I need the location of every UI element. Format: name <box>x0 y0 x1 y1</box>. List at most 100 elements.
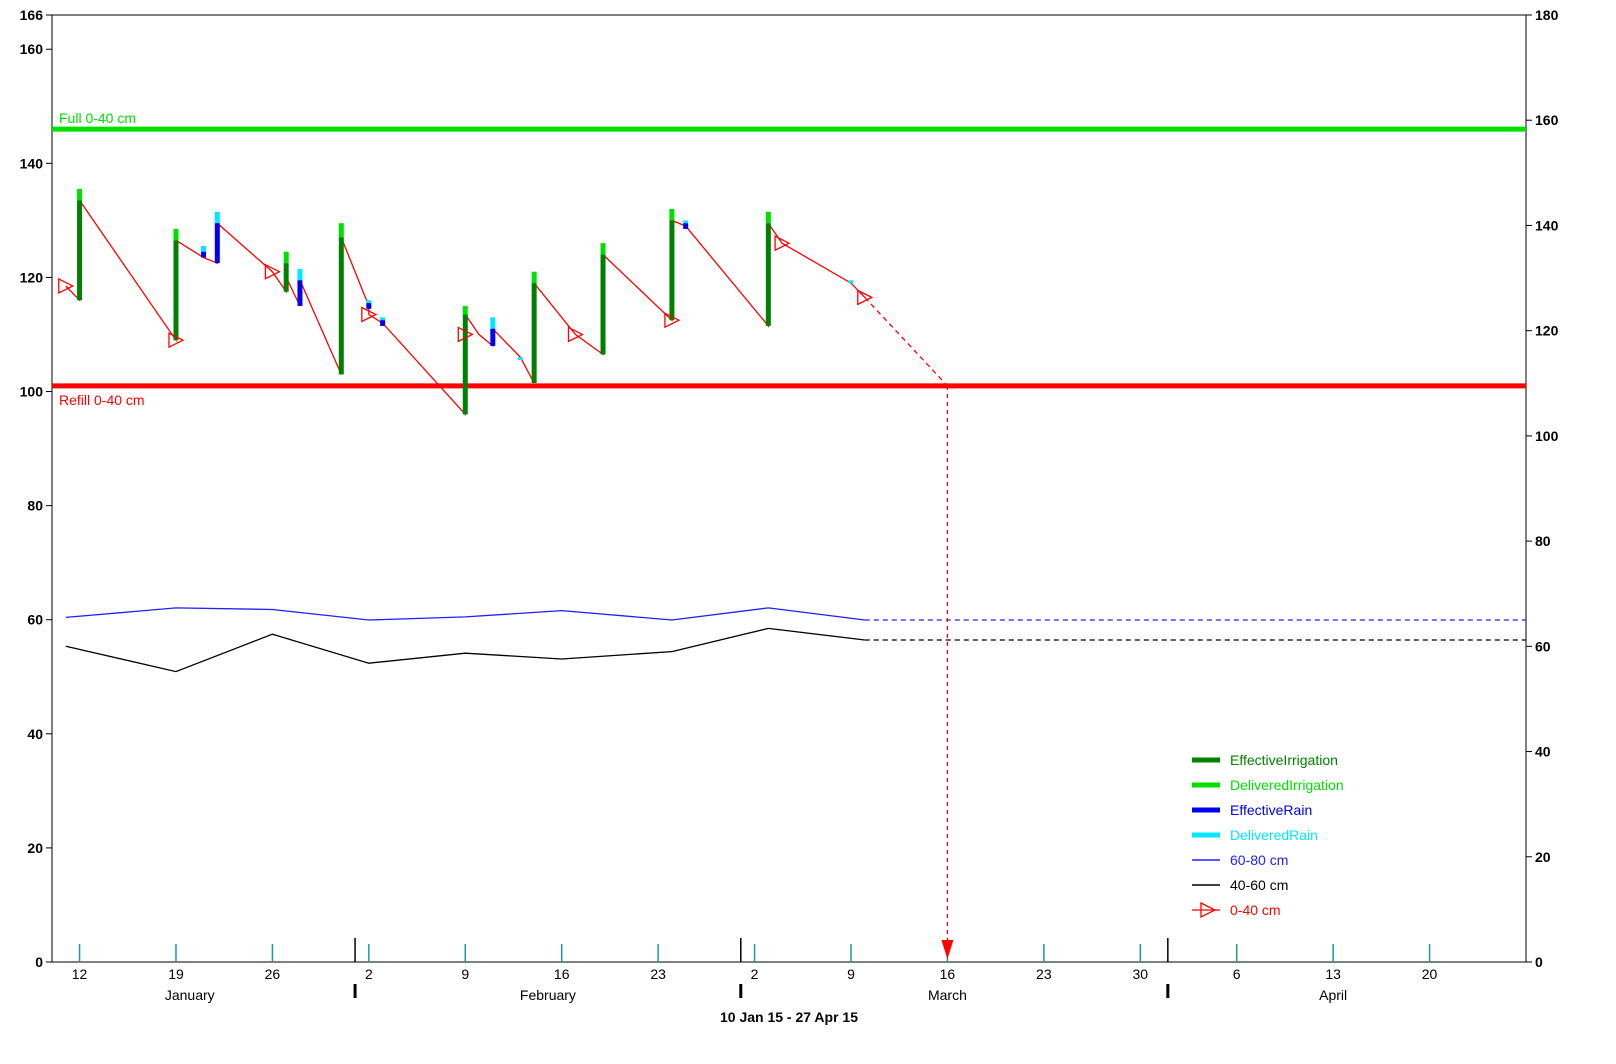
event-cap-effectiveirrigation <box>462 305 468 315</box>
series-marker <box>361 306 378 323</box>
event-cap-effectiverain <box>490 317 496 329</box>
event-cap-effectiveirrigation <box>600 243 606 255</box>
event-bar-effectiverain <box>366 303 372 309</box>
legend-label: EffectiveRain <box>1230 802 1312 818</box>
x-tick-label: 2 <box>751 966 759 982</box>
series-marker <box>567 326 584 343</box>
series-forecast-0-40-cm <box>864 296 948 387</box>
event-cap-effectiverain <box>214 211 220 224</box>
y-left-tick-label: 140 <box>20 155 44 171</box>
legend-marker <box>1200 901 1217 919</box>
y-left-tick-label: 60 <box>27 612 43 628</box>
event-cap-effectiveirrigation <box>531 271 537 284</box>
y-right-tick-label: 140 <box>1535 217 1559 233</box>
series-marker <box>457 326 474 343</box>
legend-label: EffectiveIrrigation <box>1230 752 1338 768</box>
x-tick-label: 12 <box>72 966 88 982</box>
event-cap-effectiveirrigation <box>77 188 83 201</box>
series-marker <box>664 312 681 329</box>
event-bar-effectiveirrigation <box>173 240 179 341</box>
x-tick-label: 19 <box>168 966 184 982</box>
y-left-tick-label: 100 <box>20 384 44 400</box>
y-left-tick-label: 166 <box>20 7 44 23</box>
event-cap-effectiveirrigation <box>669 208 675 221</box>
event-bar-effectiveirrigation <box>600 254 606 355</box>
month-label: February <box>520 987 576 1003</box>
legend-label: DeliveredIrrigation <box>1230 777 1344 793</box>
x-tick-label: 13 <box>1325 966 1341 982</box>
series-marker <box>58 277 75 295</box>
x-tick-label: 23 <box>650 966 666 982</box>
event-cap-effectiverain <box>366 300 372 304</box>
event-cap-effectiverain <box>380 317 386 321</box>
legend-label: DeliveredRain <box>1230 827 1318 843</box>
event-bar-effectiveirrigation <box>283 263 289 292</box>
x-tick-label: 9 <box>461 966 469 982</box>
legend-label: 0-40 cm <box>1230 902 1281 918</box>
event-cap-effectiveirrigation <box>338 223 344 238</box>
event-bar-effectiverain <box>490 328 496 346</box>
event-bar-effectiveirrigation <box>531 283 537 383</box>
event-cap-effectiveirrigation <box>173 228 179 241</box>
x-tick-label: 16 <box>940 966 956 982</box>
series-line-60-80-cm <box>65 607 865 621</box>
series-marker <box>857 289 874 306</box>
event-cap-effectiverain <box>517 357 523 361</box>
forecast-arrow-marker <box>941 940 954 959</box>
event-cap-effectiveirrigation <box>283 251 289 264</box>
x-tick-label: 2 <box>365 966 373 982</box>
event-cap-effectiveirrigation <box>765 211 771 224</box>
event-bar-effectiveirrigation <box>462 314 468 415</box>
y-right-tick-label: 40 <box>1535 744 1551 760</box>
refill-line-label: Refill 0-40 cm <box>59 392 145 408</box>
series-line-40-60-cm <box>65 627 865 673</box>
event-bar-effectiverain <box>380 320 386 326</box>
event-cap-deliveredrain <box>848 280 854 284</box>
series-marker <box>264 263 281 280</box>
event-cap-effectiverain <box>201 246 207 252</box>
plot-frame <box>51 14 1527 963</box>
y-right-tick-label: 160 <box>1535 112 1559 128</box>
legend-label: 60-80 cm <box>1230 852 1288 868</box>
event-bar-effectiveirrigation <box>77 200 83 301</box>
x-tick-label: 20 <box>1422 966 1438 982</box>
event-bar-effectiverain <box>201 251 207 258</box>
y-right-tick-label: 60 <box>1535 638 1551 654</box>
y-left-tick-label: 160 <box>20 41 44 57</box>
month-label: January <box>165 987 215 1003</box>
month-label: March <box>928 987 967 1003</box>
event-cap-effectiverain <box>683 220 689 224</box>
series-marker <box>774 235 791 252</box>
date-range-label: 10 Jan 15 - 27 Apr 15 <box>720 1009 858 1025</box>
y-right-tick-label: 20 <box>1535 849 1551 865</box>
event-bar-effectiveirrigation <box>765 223 771 326</box>
series-marker <box>168 332 185 349</box>
legend-label: 40-60 cm <box>1230 877 1288 893</box>
full-line-label: Full 0-40 cm <box>59 110 136 126</box>
x-tick-label: 6 <box>1233 966 1241 982</box>
y-left-tick-label: 80 <box>27 498 43 514</box>
y-left-tick-label: 20 <box>27 840 43 856</box>
x-tick-label: 9 <box>847 966 855 982</box>
y-right-tick-label: 100 <box>1535 428 1559 444</box>
y-right-tick-label: 180 <box>1535 7 1559 23</box>
y-right-tick-label: 120 <box>1535 323 1559 339</box>
y-left-tick-label: 40 <box>27 726 43 742</box>
event-bar-effectiverain <box>297 280 303 306</box>
month-label: April <box>1319 987 1347 1003</box>
x-tick-label: 26 <box>265 966 281 982</box>
event-bar-effectiveirrigation <box>669 220 675 321</box>
event-cap-effectiverain <box>297 268 303 281</box>
y-left-tick-label: 120 <box>20 269 44 285</box>
x-tick-label: 23 <box>1036 966 1052 982</box>
y-right-tick-label: 80 <box>1535 533 1551 549</box>
event-bar-effectiverain <box>214 223 220 264</box>
event-bar-effectiveirrigation <box>338 237 344 375</box>
y-right-tick-label: 0 <box>1535 954 1543 970</box>
x-tick-label: 16 <box>554 966 570 982</box>
event-bar-effectiverain <box>683 223 689 229</box>
x-tick-label: 30 <box>1132 966 1148 982</box>
y-left-tick-label: 0 <box>35 954 43 970</box>
